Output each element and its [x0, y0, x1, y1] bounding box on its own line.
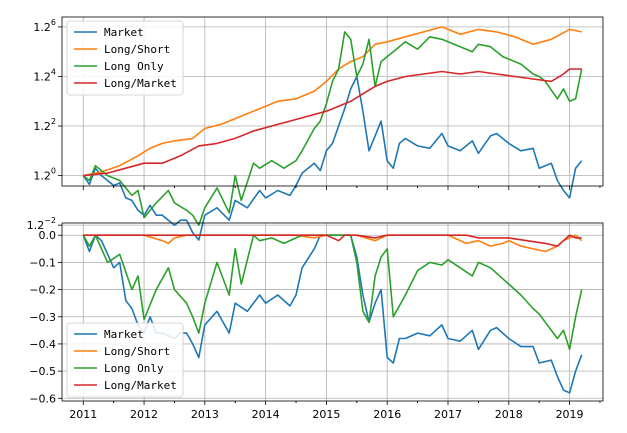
y-tick-label: 1.2−2	[27, 216, 56, 232]
series-line-market	[82, 75, 583, 241]
x-tick-label: 2013	[191, 408, 219, 421]
y-tick-exponent: 6	[51, 18, 56, 27]
y-tick-base: 1.2	[27, 219, 45, 232]
legend-label: Long/Market	[104, 379, 177, 392]
x-tick-label: 2019	[556, 408, 584, 421]
y-tick-label: −0.6	[29, 392, 56, 405]
y-tick-exponent: 4	[51, 67, 56, 76]
legend-label: Market	[104, 26, 144, 39]
axes-frame	[61, 222, 604, 402]
x-tick-label: 2018	[495, 408, 523, 421]
y-tick-exponent: −2	[44, 216, 56, 225]
x-tick-label: 2016	[373, 408, 401, 421]
series-line-long-short	[83, 26, 582, 177]
y-tick-base: 1.2	[33, 70, 51, 83]
x-tick-label: 2015	[312, 408, 340, 421]
legend-label: Long/Short	[104, 345, 170, 358]
legend-label: Long Only	[104, 362, 164, 375]
series-line-long-market	[83, 68, 582, 177]
y-tick-label: −0.2	[29, 284, 56, 297]
y-tick-label: 0.0	[39, 229, 57, 242]
y-tick-label: −0.3	[29, 311, 56, 324]
drawdown-axes: 0.0 −0.1 −0.2 −0.3 −0.4 −0.5 −0.6 2011 2012 2013…	[29, 222, 604, 421]
y-tick-label: 1.26	[33, 18, 56, 34]
legend-label: Long/Market	[104, 77, 177, 90]
y-tick-exponent: 0	[51, 167, 56, 176]
legend-label: Long/Short	[104, 43, 170, 56]
y-tick-label: −0.5	[29, 365, 56, 378]
legend-label: Long Only	[104, 60, 164, 73]
x-tick-label: 2017	[434, 408, 462, 421]
x-tick-label: 2011	[69, 408, 97, 421]
cumulative-return-axes: 1.261.241.221.201.2−2 MarketLong/ShortLo…	[27, 16, 604, 241]
y-tick-base: 1.2	[33, 120, 51, 133]
axes-frame	[61, 16, 604, 187]
y-tick-base: 1.2	[33, 170, 51, 183]
y-tick-base: 1.2	[33, 21, 51, 34]
y-tick-label: −0.4	[29, 338, 56, 351]
y-tick-label: 1.20	[33, 167, 56, 183]
y-tick-label: 1.24	[33, 67, 56, 83]
y-tick-exponent: 2	[51, 117, 56, 126]
legend-box	[66, 20, 184, 96]
series-line-long-only	[82, 31, 583, 226]
y-tick-label: −0.1	[29, 256, 56, 269]
y-tick-label: 1.22	[33, 117, 56, 133]
legend-label: Market	[104, 328, 144, 341]
x-tick-label: 2012	[130, 408, 158, 421]
x-tick-label: 2014	[252, 408, 280, 421]
legend-box	[66, 322, 184, 398]
series-line-long-market	[83, 234, 582, 247]
